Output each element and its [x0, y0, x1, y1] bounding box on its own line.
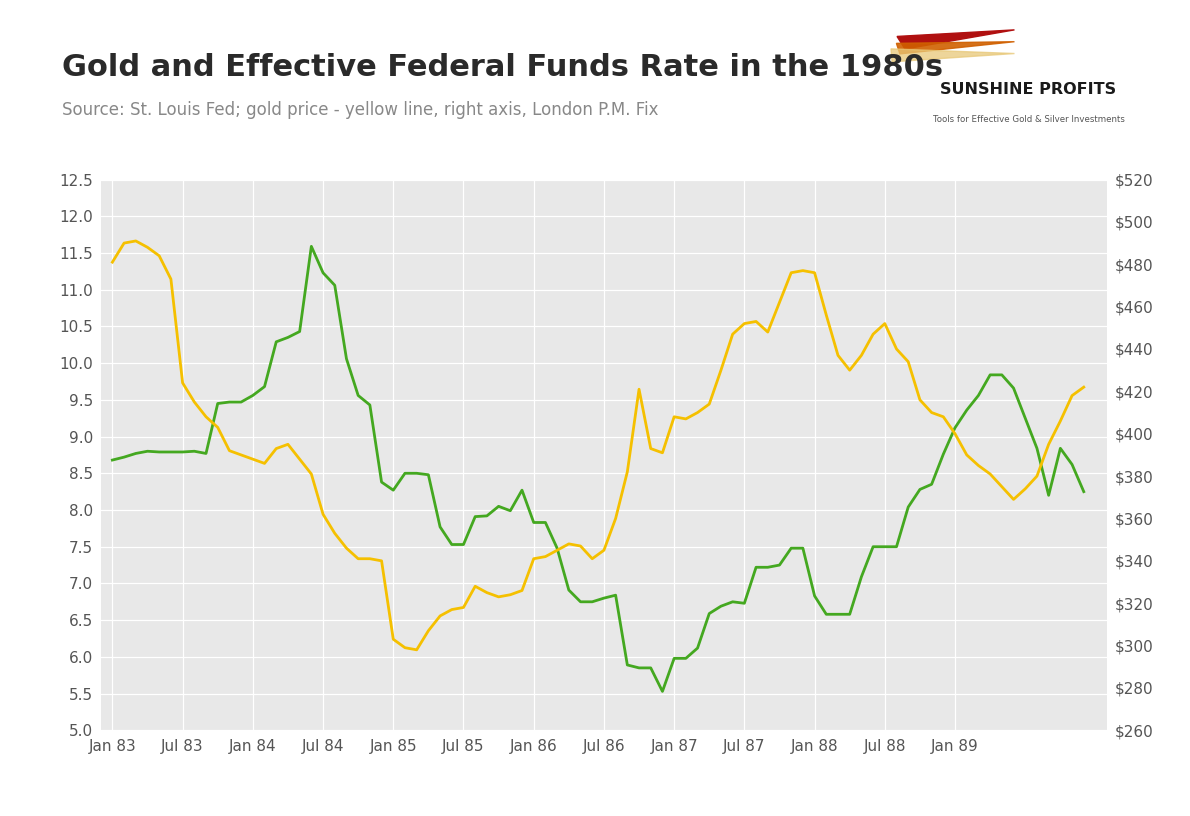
Text: Tools for Effective Gold & Silver Investments: Tools for Effective Gold & Silver Invest…	[933, 115, 1125, 124]
Text: Source: St. Louis Fed; gold price - yellow line, right axis, London P.M. Fix: Source: St. Louis Fed; gold price - yell…	[62, 101, 658, 119]
Text: SUNSHINE PROFITS: SUNSHINE PROFITS	[940, 82, 1116, 96]
Polygon shape	[896, 42, 1014, 54]
Polygon shape	[891, 49, 1014, 62]
Polygon shape	[897, 30, 1014, 49]
Text: Gold and Effective Federal Funds Rate in the 1980s: Gold and Effective Federal Funds Rate in…	[62, 53, 942, 82]
